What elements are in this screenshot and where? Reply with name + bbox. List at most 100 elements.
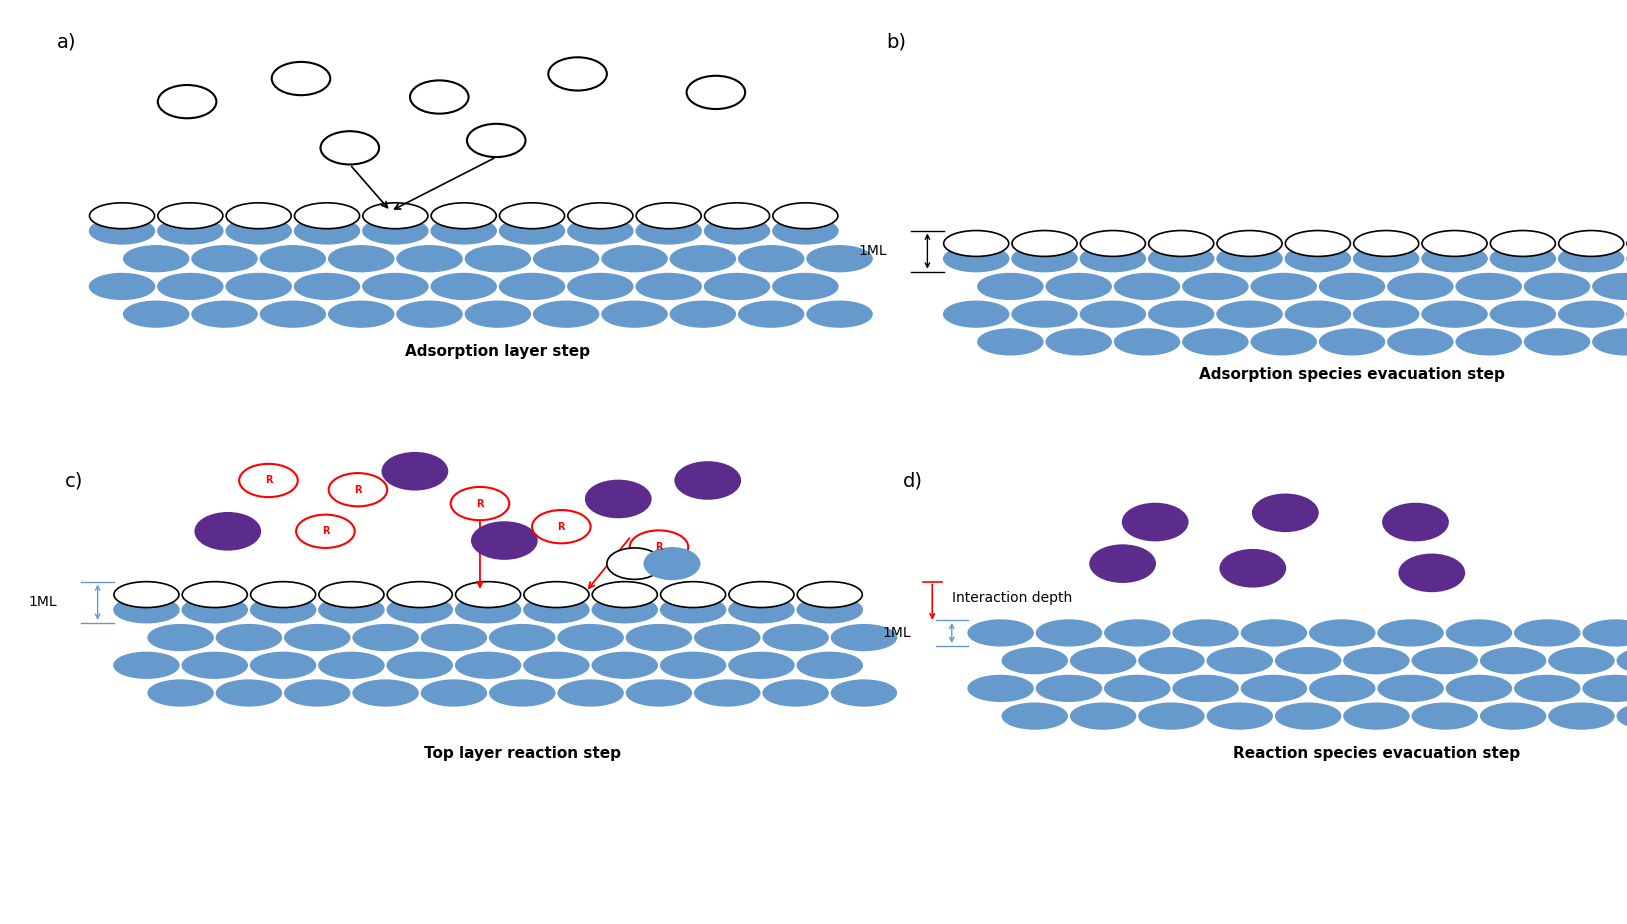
Ellipse shape [1036, 675, 1101, 701]
Text: R: R [355, 485, 361, 494]
Ellipse shape [456, 652, 521, 678]
Circle shape [586, 480, 651, 517]
Text: c): c) [65, 471, 83, 491]
Ellipse shape [1456, 274, 1521, 299]
Ellipse shape [182, 652, 247, 678]
Ellipse shape [592, 597, 657, 623]
Ellipse shape [1549, 648, 1614, 674]
Ellipse shape [1071, 703, 1136, 729]
Ellipse shape [524, 597, 589, 623]
Ellipse shape [1310, 620, 1375, 646]
Text: Reaction species evacuation step: Reaction species evacuation step [1233, 746, 1520, 760]
Ellipse shape [251, 597, 316, 623]
Ellipse shape [661, 652, 726, 678]
Ellipse shape [124, 246, 189, 272]
Ellipse shape [592, 652, 657, 678]
Ellipse shape [431, 203, 496, 229]
Ellipse shape [807, 246, 872, 272]
Ellipse shape [158, 218, 223, 244]
Ellipse shape [192, 301, 257, 327]
Circle shape [607, 548, 662, 579]
Ellipse shape [773, 274, 838, 299]
Ellipse shape [1080, 301, 1145, 327]
Ellipse shape [1422, 231, 1487, 257]
Ellipse shape [499, 218, 565, 244]
Ellipse shape [1207, 648, 1272, 674]
Ellipse shape [1446, 675, 1511, 701]
Circle shape [532, 510, 591, 543]
Ellipse shape [773, 203, 838, 229]
Ellipse shape [192, 246, 257, 272]
Ellipse shape [558, 680, 623, 706]
Ellipse shape [1310, 675, 1375, 701]
Text: a): a) [57, 32, 76, 52]
Ellipse shape [1149, 231, 1214, 257]
Ellipse shape [158, 203, 223, 229]
Ellipse shape [636, 274, 701, 299]
Ellipse shape [285, 680, 350, 706]
Text: 1ML: 1ML [28, 595, 57, 609]
Ellipse shape [1139, 703, 1204, 729]
Text: R: R [265, 476, 272, 485]
Ellipse shape [182, 582, 247, 608]
Ellipse shape [1344, 648, 1409, 674]
Ellipse shape [1251, 329, 1316, 355]
Ellipse shape [329, 301, 394, 327]
Ellipse shape [729, 597, 794, 623]
Ellipse shape [421, 680, 486, 706]
Ellipse shape [1012, 231, 1077, 257]
Ellipse shape [568, 274, 633, 299]
Circle shape [1253, 494, 1318, 531]
Ellipse shape [1036, 620, 1101, 646]
Ellipse shape [260, 301, 325, 327]
Ellipse shape [1593, 329, 1627, 355]
Ellipse shape [363, 218, 428, 244]
Circle shape [239, 464, 298, 497]
Ellipse shape [729, 582, 794, 608]
Ellipse shape [294, 274, 360, 299]
Ellipse shape [456, 582, 521, 608]
Ellipse shape [602, 246, 667, 272]
Ellipse shape [626, 625, 691, 650]
Ellipse shape [182, 597, 247, 623]
Text: R: R [477, 499, 483, 508]
Ellipse shape [465, 246, 530, 272]
Circle shape [548, 57, 607, 91]
Ellipse shape [797, 597, 862, 623]
Ellipse shape [260, 246, 325, 272]
Ellipse shape [1490, 246, 1555, 272]
Ellipse shape [1012, 246, 1077, 272]
Ellipse shape [1524, 274, 1590, 299]
Ellipse shape [1378, 675, 1443, 701]
Ellipse shape [1319, 329, 1385, 355]
Ellipse shape [1071, 648, 1136, 674]
Ellipse shape [978, 329, 1043, 355]
Ellipse shape [251, 582, 316, 608]
Ellipse shape [1276, 703, 1341, 729]
Ellipse shape [1217, 231, 1282, 257]
Ellipse shape [831, 680, 896, 706]
Ellipse shape [431, 218, 496, 244]
Ellipse shape [773, 218, 838, 244]
Ellipse shape [285, 625, 350, 650]
Ellipse shape [704, 218, 770, 244]
Ellipse shape [1515, 620, 1580, 646]
Ellipse shape [1105, 675, 1170, 701]
Ellipse shape [387, 582, 452, 608]
Ellipse shape [1412, 648, 1477, 674]
Circle shape [410, 80, 469, 114]
Ellipse shape [319, 582, 384, 608]
Ellipse shape [704, 203, 770, 229]
Ellipse shape [968, 620, 1033, 646]
Ellipse shape [1114, 329, 1180, 355]
Ellipse shape [397, 246, 462, 272]
Ellipse shape [1378, 620, 1443, 646]
Ellipse shape [387, 597, 452, 623]
Ellipse shape [1412, 703, 1477, 729]
Circle shape [1220, 550, 1285, 587]
Ellipse shape [387, 652, 452, 678]
Ellipse shape [294, 203, 360, 229]
Ellipse shape [1583, 675, 1627, 701]
Ellipse shape [216, 625, 281, 650]
Text: Adsorption layer step: Adsorption layer step [405, 344, 591, 359]
